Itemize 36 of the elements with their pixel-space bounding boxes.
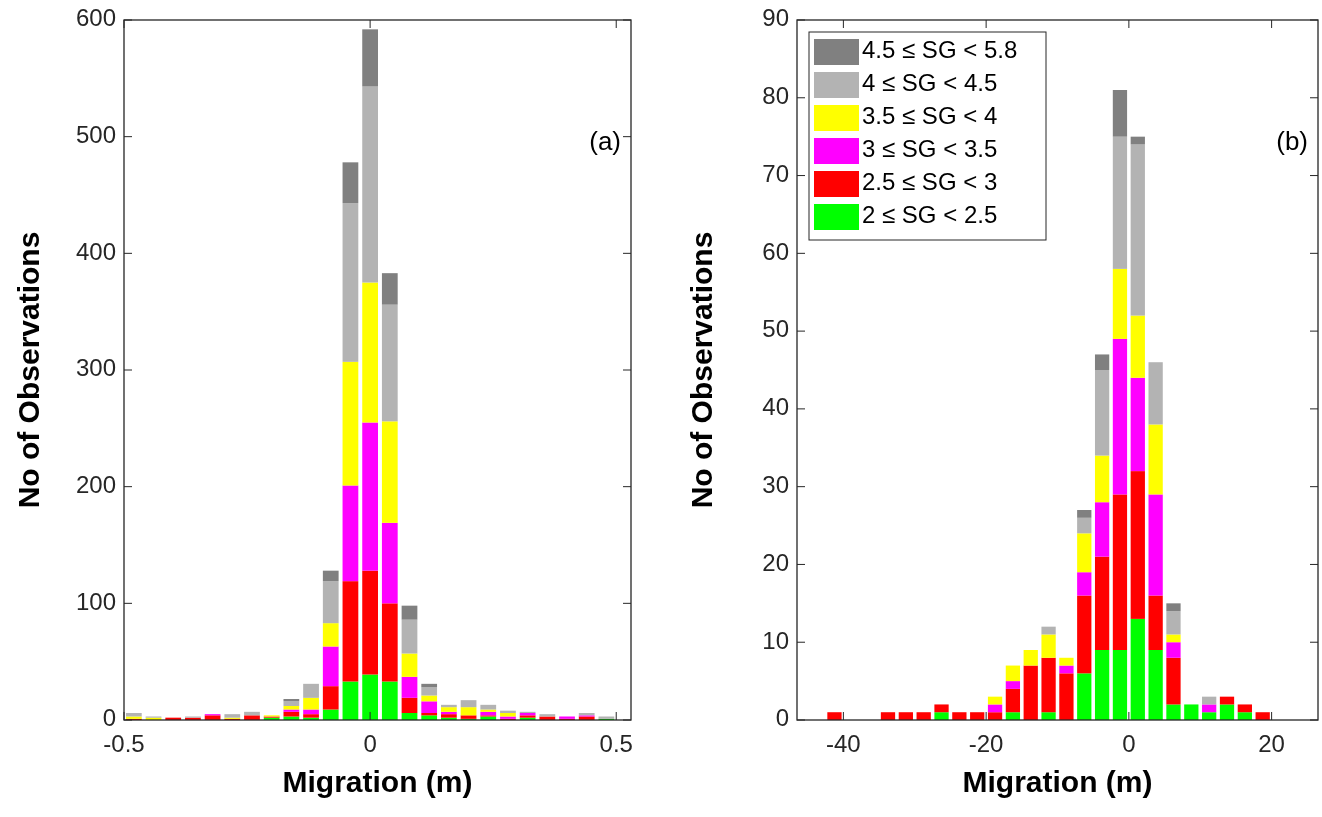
y-tick-label: 200 [75, 471, 116, 499]
legend-label: 3 ≤ SG < 3.5 [862, 135, 998, 163]
x-tick-label: 0 [363, 730, 377, 757]
y-tick-label: 400 [75, 237, 116, 265]
x-axis-title: Migration (m) [962, 765, 1153, 798]
annotation: (a) [589, 126, 621, 156]
y-tick-label: 50 [762, 315, 789, 343]
y-tick-label: 40 [762, 393, 789, 421]
y-tick-label: 100 [75, 587, 116, 615]
x-tick-label: 0.5 [599, 730, 633, 757]
y-tick-label: 60 [762, 237, 789, 265]
y-tick-label: 300 [75, 354, 116, 382]
y-tick-label: 600 [75, 4, 116, 32]
y-tick-label: 90 [762, 4, 789, 32]
x-tick-label: 0 [1122, 730, 1136, 757]
y-tick-label: 70 [762, 159, 789, 187]
y-tick-label: 0 [102, 704, 116, 732]
y-axis-title: No of Observations [12, 231, 45, 509]
x-tick-label: -0.5 [103, 730, 145, 757]
y-tick-label: 500 [75, 121, 116, 149]
y-tick-label: 80 [762, 82, 789, 110]
x-tick-label: -40 [826, 730, 861, 757]
y-tick-label: 20 [762, 548, 789, 576]
y-tick-label: 0 [775, 704, 789, 732]
y-tick-label: 10 [762, 626, 789, 654]
legend-label: 3.5 ≤ SG < 4 [862, 102, 998, 130]
legend-label: 4 ≤ SG < 4.5 [862, 69, 998, 97]
legend-label: 2.5 ≤ SG < 3 [862, 168, 998, 196]
legend-label: 2 ≤ SG < 2.5 [862, 201, 998, 229]
x-tick-label: 20 [1258, 730, 1285, 757]
y-tick-label: 30 [762, 471, 789, 499]
y-axis-title: No of Observations [685, 231, 718, 509]
annotation: (b) [1276, 126, 1308, 156]
x-tick-label: -20 [968, 730, 1004, 757]
x-axis-title: Migration (m) [282, 765, 473, 798]
legend-label: 4.5 ≤ SG < 5.8 [862, 36, 1018, 64]
